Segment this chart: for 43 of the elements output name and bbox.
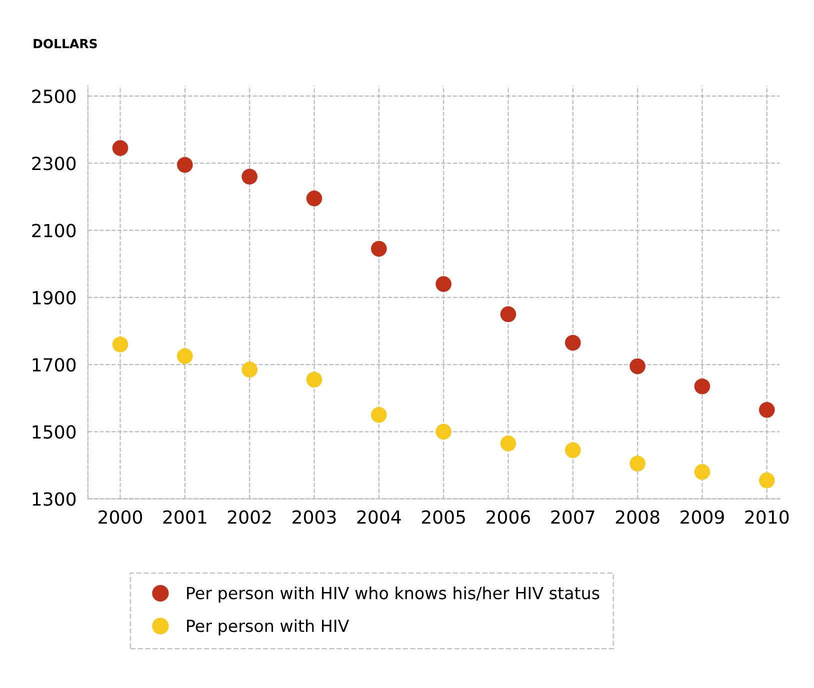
point — [630, 456, 646, 472]
y-tick-label: 2300 — [32, 156, 76, 170]
point — [564, 442, 581, 458]
x-tick-label: 2002 — [228, 510, 271, 524]
x-tick-label: 2005 — [422, 510, 465, 524]
y-tick-label: 1900 — [32, 290, 76, 305]
point — [370, 406, 387, 423]
point — [242, 362, 258, 378]
y-axis-title: DOLLARS — [34, 38, 97, 48]
x-tick-label: 2008 — [616, 510, 660, 524]
x-tick-label: 2000 — [98, 510, 142, 524]
legend-label: Per person with HIV who knows his/her HIV status — [187, 586, 600, 603]
point — [758, 402, 775, 418]
point — [436, 424, 452, 440]
point — [564, 334, 581, 351]
y-tick-label: 2100 — [32, 224, 76, 238]
point — [694, 378, 710, 394]
x-tick-label: 2009 — [680, 510, 724, 524]
x-tick-label: 2004 — [357, 510, 401, 524]
point — [500, 436, 516, 452]
legend-label: Per person with HIV — [187, 619, 350, 636]
y-tick-label: 2500 — [32, 90, 76, 104]
point — [112, 336, 128, 352]
point — [176, 156, 193, 173]
point — [370, 240, 387, 257]
point — [436, 276, 452, 292]
y-tick-label: 1500 — [32, 425, 76, 439]
point — [176, 348, 193, 364]
x-tick-label: 2001 — [163, 510, 206, 524]
point — [630, 358, 646, 374]
x-tick-label: 2006 — [486, 510, 530, 524]
point — [758, 472, 775, 488]
x-tick-label: 2007 — [551, 510, 594, 524]
point — [242, 168, 258, 185]
y-tick-label: 1300 — [32, 492, 76, 506]
x-tick-label: 2010 — [745, 510, 789, 524]
point — [306, 190, 322, 206]
x-tick-label: 2003 — [292, 510, 336, 524]
point — [500, 306, 516, 322]
point — [112, 140, 128, 156]
point — [306, 372, 322, 388]
point — [694, 464, 710, 480]
y-tick-label: 1700 — [32, 358, 76, 372]
